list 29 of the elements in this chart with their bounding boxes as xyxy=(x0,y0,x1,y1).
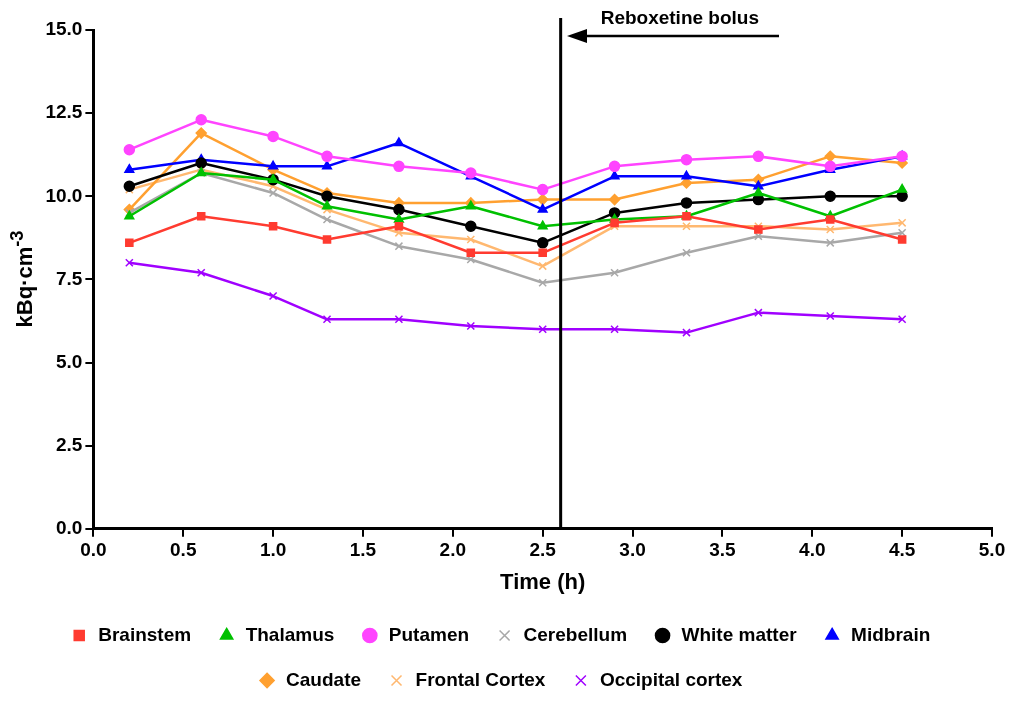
x-axis-title: Time (h) xyxy=(500,568,586,594)
x-tick-label: 2.5 xyxy=(529,539,557,561)
legend-label: Frontal Cortex xyxy=(415,668,546,690)
x-tick-label: 4.5 xyxy=(888,539,916,561)
y-tick-label: 10.0 xyxy=(45,184,83,206)
legend-label: Putamen xyxy=(388,623,470,645)
legend-label: White matter xyxy=(681,623,798,645)
legend-label: Cerebellum xyxy=(523,623,628,645)
y-tick-label: 2.5 xyxy=(55,433,83,455)
x-tick-label: 2.0 xyxy=(439,539,467,561)
y-tick-label: 7.5 xyxy=(55,267,83,289)
x-tick-label: 0.5 xyxy=(170,539,197,561)
x-tick-label: 3.0 xyxy=(619,539,646,561)
y-tick-label: 5.0 xyxy=(55,350,83,372)
legend-label: Midbrain xyxy=(851,623,931,645)
x-tick-label: 4.0 xyxy=(799,539,826,561)
x-tick-label: 1.0 xyxy=(259,539,287,561)
ref-line-label: Reboxetine bolus xyxy=(600,7,760,28)
x-tick-label: 1.5 xyxy=(349,539,377,561)
x-tick-label: 5.0 xyxy=(978,539,1006,561)
x-tick-label: 0.0 xyxy=(80,539,107,561)
y-tick-label: 15.0 xyxy=(45,18,83,40)
legend-label: Occipital cortex xyxy=(599,668,743,690)
legend-label: Thalamus xyxy=(245,623,335,645)
legend-label: Caudate xyxy=(286,668,362,690)
y-tick-label: 0.0 xyxy=(55,517,83,539)
y-tick-label: 12.5 xyxy=(45,101,83,123)
legend-label: Brainstem xyxy=(98,623,192,645)
x-tick-label: 3.5 xyxy=(709,539,737,561)
